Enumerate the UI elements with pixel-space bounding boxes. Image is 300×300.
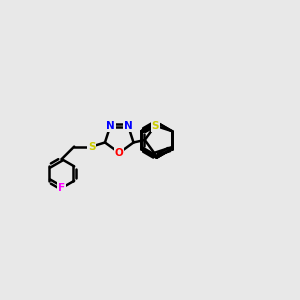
Text: F: F <box>58 183 65 193</box>
Text: O: O <box>115 148 124 158</box>
Text: N: N <box>106 121 115 131</box>
Text: S: S <box>152 121 159 131</box>
Text: N: N <box>124 121 132 131</box>
Text: S: S <box>88 142 95 152</box>
